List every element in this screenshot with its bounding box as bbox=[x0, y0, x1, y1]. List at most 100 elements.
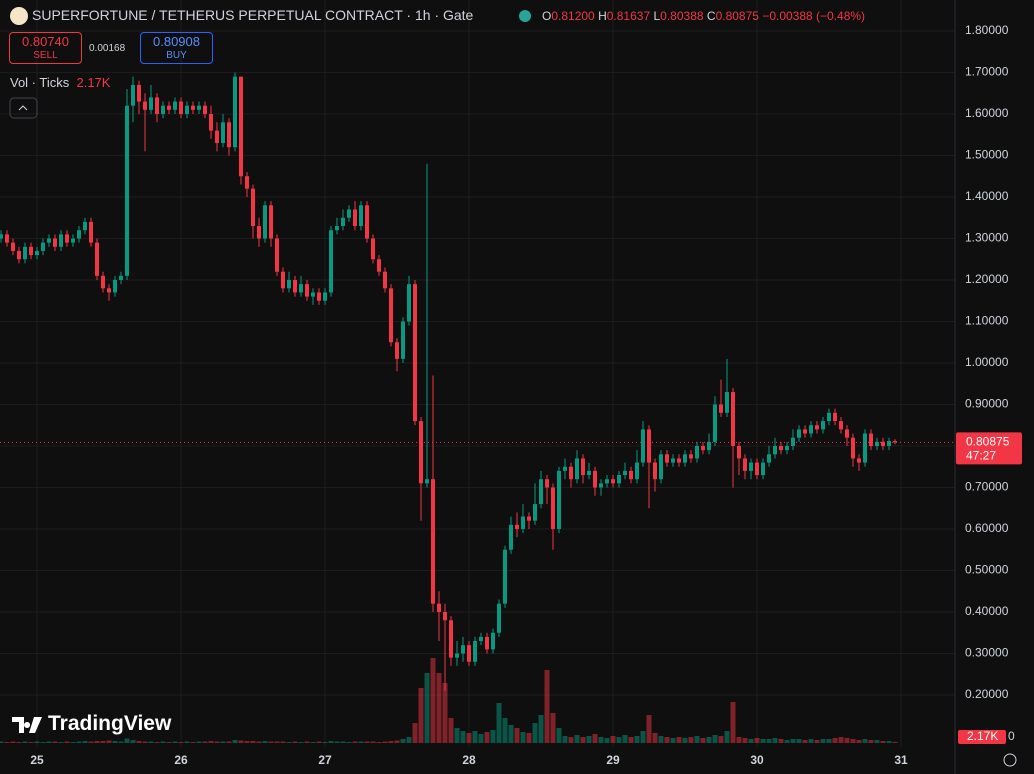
candle-body bbox=[365, 205, 369, 239]
y-tick-label: 1.10000 bbox=[965, 314, 1009, 328]
candle-body bbox=[215, 130, 219, 144]
buy-button[interactable]: 0.80908 BUY bbox=[140, 32, 213, 64]
candle-body bbox=[725, 392, 729, 413]
candle-body bbox=[461, 645, 465, 654]
volume-bar bbox=[640, 731, 646, 743]
volume-bar bbox=[706, 737, 712, 743]
volume-bar bbox=[310, 742, 316, 743]
volume-bar bbox=[442, 683, 448, 743]
volume-bar bbox=[28, 742, 34, 743]
candle-body bbox=[269, 205, 273, 239]
volume-bar bbox=[94, 741, 100, 743]
volume-bar bbox=[664, 737, 670, 743]
candle-body bbox=[665, 454, 669, 463]
candle-body bbox=[263, 205, 267, 239]
collapse-button[interactable] bbox=[9, 97, 38, 119]
candle-body bbox=[155, 97, 159, 114]
x-tick-label: 27 bbox=[318, 753, 332, 767]
volume-bar bbox=[634, 736, 640, 743]
y-tick-label: 1.70000 bbox=[965, 65, 1009, 79]
volume-bar bbox=[868, 740, 874, 743]
sell-button[interactable]: 0.80740 SELL bbox=[9, 32, 82, 64]
volume-bar bbox=[106, 740, 112, 743]
volume-bar bbox=[394, 740, 400, 743]
candle-body bbox=[197, 105, 201, 110]
candle-body bbox=[779, 445, 783, 451]
candle-body bbox=[161, 105, 165, 114]
candle-body bbox=[173, 101, 177, 110]
candle-body bbox=[629, 470, 633, 480]
volume-bar bbox=[166, 742, 172, 743]
volume-bar bbox=[4, 742, 10, 743]
volume-bar bbox=[88, 741, 94, 743]
candle-body bbox=[773, 445, 777, 455]
candle-body bbox=[431, 479, 435, 604]
candle-body bbox=[149, 97, 153, 110]
volume-bar bbox=[214, 741, 220, 743]
volume-bar bbox=[436, 673, 442, 743]
watermark: TradingView bbox=[48, 712, 172, 735]
candle-body bbox=[449, 620, 453, 658]
volume-bar bbox=[406, 737, 412, 743]
candle-body bbox=[23, 246, 27, 260]
volume-bar bbox=[850, 739, 856, 743]
settings-icon[interactable] bbox=[1003, 753, 1017, 767]
candle-body bbox=[821, 421, 825, 430]
candle-body bbox=[557, 470, 561, 529]
volume-bar bbox=[196, 741, 202, 743]
sell-label: SELL bbox=[33, 50, 58, 61]
candle-body bbox=[869, 433, 873, 446]
volume-bar bbox=[472, 731, 478, 743]
candle-body bbox=[377, 259, 381, 272]
x-tick-label: 31 bbox=[894, 753, 908, 767]
volume-bar bbox=[364, 741, 370, 743]
volume-bar bbox=[322, 742, 328, 743]
candle-body bbox=[839, 421, 843, 430]
volume-bar bbox=[130, 740, 136, 743]
volume-bar bbox=[658, 736, 664, 743]
volume-bar bbox=[358, 741, 364, 743]
volume-bar bbox=[334, 741, 340, 743]
candle-body bbox=[743, 458, 747, 471]
candle-body bbox=[593, 470, 597, 488]
tradingview-logo bbox=[12, 717, 42, 733]
candle-body bbox=[11, 242, 15, 251]
volume-bar bbox=[736, 737, 742, 743]
candle-body bbox=[335, 226, 339, 231]
candle-body bbox=[653, 462, 657, 480]
candle-body bbox=[359, 205, 363, 227]
candle-body bbox=[617, 475, 621, 484]
volume-bar bbox=[292, 741, 298, 743]
candle-body bbox=[845, 429, 849, 438]
candle-body bbox=[413, 284, 417, 422]
volume-bar bbox=[778, 739, 784, 743]
candle-body bbox=[545, 479, 549, 488]
volume-bar bbox=[40, 742, 46, 743]
volume-bar bbox=[646, 715, 652, 743]
candle-body bbox=[35, 250, 39, 256]
candle-body bbox=[689, 454, 693, 459]
volume-bar bbox=[562, 736, 568, 743]
volume-bar bbox=[718, 736, 724, 743]
candle-body bbox=[317, 292, 321, 301]
volume-bar bbox=[814, 740, 820, 743]
volume-bar bbox=[232, 740, 238, 743]
candle-body bbox=[785, 445, 789, 451]
y-tick-label: 1.40000 bbox=[965, 189, 1009, 203]
y-tick-label: 0.60000 bbox=[965, 521, 1009, 535]
buy-price: 0.80908 bbox=[153, 34, 200, 49]
collapse-icon bbox=[18, 105, 28, 111]
candle-body bbox=[767, 454, 771, 463]
ohlc-key: C bbox=[706, 9, 716, 23]
y-tick-label: 0.50000 bbox=[965, 563, 1009, 577]
candle-body bbox=[107, 288, 111, 293]
candle-body bbox=[659, 454, 663, 480]
ohlc-value: 0.80388 bbox=[660, 9, 704, 23]
spread: 0.00168 bbox=[89, 43, 126, 54]
candle-body bbox=[755, 462, 759, 476]
candle-body bbox=[473, 641, 477, 662]
volume-bar bbox=[478, 734, 484, 743]
volume-bar bbox=[592, 734, 598, 743]
volume-last-label: 2.17K bbox=[967, 729, 998, 743]
candle-body bbox=[371, 238, 375, 260]
